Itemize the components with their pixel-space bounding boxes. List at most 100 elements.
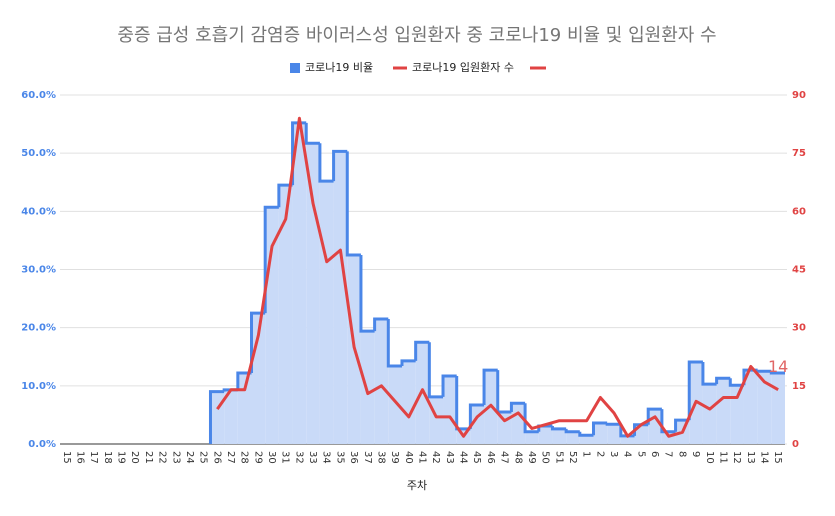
x-tick-label: 29 [252,451,263,464]
x-tick-label: 12 [731,451,742,464]
step-area [224,389,238,444]
step-area [388,366,402,444]
x-tick-label: 37 [362,451,373,464]
x-tick-label: 9 [690,451,701,457]
step-line [468,403,485,429]
x-tick-label: 15 [61,451,72,464]
x-tick-label: 42 [430,451,441,464]
data-label: 14 [768,357,788,376]
y2-tick-label: 75 [792,148,806,159]
step-line [496,370,512,414]
step-area [333,151,348,444]
y-tick-label: 30.0% [21,265,56,276]
x-tick-label: 8 [676,451,687,457]
step-area [593,423,608,444]
x-tick-label: 32 [293,451,304,464]
x-tick-label: 6 [649,451,660,457]
legend-label: 코로나19 입원환자 수 [412,61,514,74]
y2-tick-label: 90 [792,90,806,101]
step-line [277,183,293,208]
x-tick-label: 15 [772,451,783,464]
step-area [210,391,225,444]
step-area [579,435,594,444]
x-tick-label: 47 [499,451,510,464]
x-tick-label: 52 [567,451,578,464]
chart-title: 중증 급성 호흡기 감염증 바이러스성 입원환자 중 코로나19 비율 및 입원… [117,25,716,46]
x-tick-label: 46 [485,451,496,464]
step-area [716,378,731,444]
step-area [648,409,662,444]
step-area [538,425,553,444]
y-tick-label: 20.0% [21,323,56,334]
step-area [566,431,580,444]
step-area [443,375,457,444]
step-line [332,149,348,182]
step-area [319,181,334,444]
step-area [401,360,416,444]
step-area [525,431,539,444]
x-tick-label: 19 [116,451,127,464]
step-line [345,151,361,257]
step-area [620,435,635,444]
x-tick-label: 3 [608,451,619,457]
step-line [400,359,416,367]
legend-swatch [290,63,300,73]
step-line [359,254,375,333]
y-tick-label: 0.0% [28,439,56,450]
x-tick-label: 31 [280,451,291,464]
x-tick-label: 16 [75,451,86,464]
step-area [743,370,758,444]
step-line [687,360,703,421]
y-tick-label: 40.0% [21,206,56,217]
x-tick-label: 4 [622,451,633,457]
step-line [386,318,402,368]
x-tick-label: 27 [225,451,236,464]
step-line [318,143,334,183]
step-area [265,207,279,444]
step-line [373,317,389,332]
x-tick-label: 5 [635,451,646,457]
step-line [304,122,320,145]
step-line [605,422,621,426]
x-tick-label: 44 [458,451,469,464]
step-area [360,331,375,444]
step-area [552,428,567,444]
y2-tick-label: 30 [792,323,806,334]
step-line [756,369,772,373]
x-tick-label: 1 [581,451,592,457]
x-tick-label: 22 [157,451,168,464]
y-tick-label: 10.0% [21,381,56,392]
step-area [634,424,649,444]
x-tick-label: 17 [88,451,99,464]
step-area [306,143,320,445]
x-tick-label: 11 [717,451,728,464]
step-line [509,401,526,413]
step-line [427,342,444,399]
x-tick-label: 10 [704,451,715,464]
x-tick-label: 18 [102,451,113,464]
x-tick-label: 20 [129,451,140,464]
step-series [208,121,785,445]
step-area [292,122,307,445]
x-tick-label: 26 [211,451,222,464]
x-tick-label: 28 [239,451,250,464]
y-tick-label: 60.0% [21,90,56,101]
step-area [607,424,621,444]
step-line [578,431,594,437]
step-line [550,425,567,431]
y2-tick-label: 60 [792,206,806,217]
step-line [414,340,430,361]
x-tick-label: 21 [143,451,154,464]
x-tick-label: 25 [198,451,209,464]
step-line [236,371,252,390]
step-area [702,384,717,444]
step-line [715,376,731,385]
x-tick-label: 35 [334,451,345,464]
step-line [591,421,608,436]
step-area [757,371,772,444]
step-area [771,373,785,444]
step-line [769,371,785,375]
step-line [482,368,498,406]
x-tick-label: 50 [540,451,551,464]
